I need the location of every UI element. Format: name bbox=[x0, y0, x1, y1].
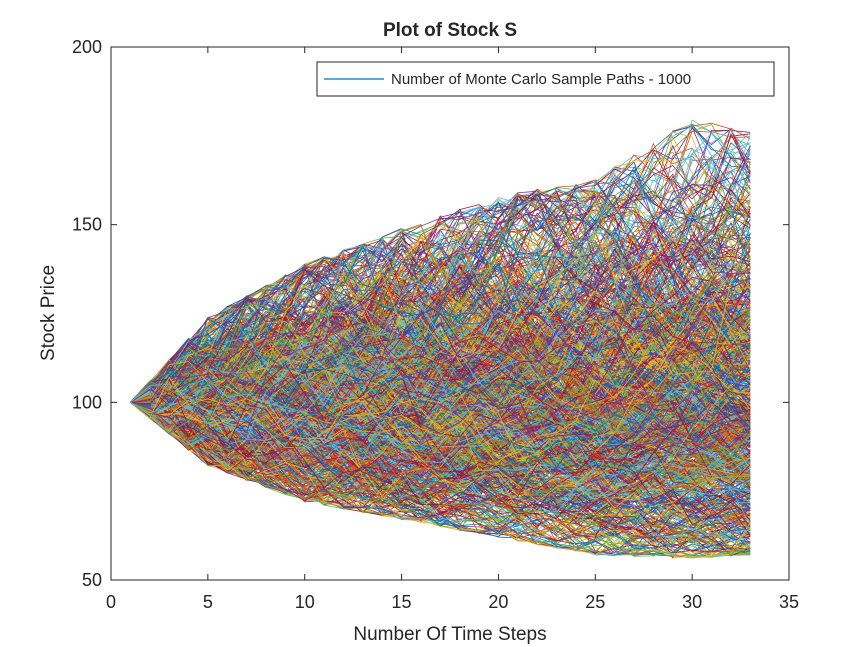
x-tick-label: 35 bbox=[779, 592, 799, 612]
x-tick-label: 20 bbox=[488, 592, 508, 612]
sample-path bbox=[130, 370, 751, 517]
y-tick-label: 150 bbox=[72, 215, 102, 235]
sample-path bbox=[130, 161, 751, 408]
sample-path bbox=[130, 388, 751, 461]
sample-path bbox=[130, 383, 751, 539]
sample-path bbox=[130, 161, 751, 403]
sample-path bbox=[130, 233, 751, 423]
sample-path bbox=[130, 225, 751, 433]
sample-path bbox=[130, 401, 751, 474]
sample-path bbox=[130, 339, 751, 476]
sample-path bbox=[130, 394, 751, 534]
sample-path bbox=[130, 346, 751, 552]
plot-area-frame bbox=[110, 46, 790, 581]
x-tick-label: 30 bbox=[682, 592, 702, 612]
x-tick-label: 15 bbox=[392, 592, 412, 612]
sample-path bbox=[130, 201, 751, 403]
sample-path bbox=[130, 343, 751, 466]
sample-path bbox=[130, 252, 751, 405]
sample-path bbox=[130, 181, 751, 405]
sample-path bbox=[130, 324, 751, 483]
axis-ticks: 0 5 10 15 20 25 30 35 50 100 150 200 bbox=[72, 37, 799, 612]
sample-path bbox=[130, 193, 751, 403]
sample-path bbox=[130, 337, 751, 459]
sample-path bbox=[130, 378, 751, 537]
sample-path bbox=[130, 385, 751, 500]
x-tick-label: 25 bbox=[585, 592, 605, 612]
sample-path bbox=[130, 253, 751, 438]
sample-path bbox=[130, 381, 751, 474]
sample-path bbox=[130, 366, 751, 463]
sample-path bbox=[130, 382, 751, 460]
sample-path bbox=[130, 339, 751, 525]
sample-path bbox=[130, 312, 751, 434]
sample-path bbox=[130, 384, 751, 501]
sample-path bbox=[130, 133, 751, 414]
sample-path bbox=[130, 287, 751, 415]
sample-path bbox=[130, 321, 751, 416]
sample-path bbox=[130, 385, 751, 500]
sample-path bbox=[130, 256, 751, 407]
sample-path bbox=[130, 342, 751, 488]
sample-path bbox=[130, 262, 751, 440]
x-tick-label: 10 bbox=[295, 592, 315, 612]
sample-path bbox=[130, 395, 751, 501]
sample-path bbox=[130, 133, 751, 447]
sample-path bbox=[130, 370, 751, 468]
sample-path bbox=[130, 290, 751, 425]
x-tick-label: 0 bbox=[106, 592, 116, 612]
sample-path bbox=[130, 401, 751, 530]
sample-path bbox=[130, 230, 751, 428]
x-axis-label: Number Of Time Steps bbox=[353, 624, 546, 645]
sample-path bbox=[130, 393, 751, 499]
sample-path bbox=[130, 355, 751, 425]
sample-path bbox=[130, 151, 751, 405]
sample-path bbox=[130, 132, 751, 403]
sample-path bbox=[130, 355, 751, 548]
sample-path bbox=[130, 242, 751, 521]
sample-path bbox=[130, 299, 751, 403]
sample-path bbox=[130, 177, 751, 403]
sample-path bbox=[130, 401, 751, 490]
sample-path bbox=[130, 198, 751, 403]
sample-path bbox=[130, 314, 751, 443]
sample-path bbox=[130, 364, 751, 458]
sample-path bbox=[130, 364, 751, 547]
sample-path bbox=[130, 401, 751, 542]
x-tick-label: 5 bbox=[203, 592, 213, 612]
sample-path bbox=[130, 182, 751, 425]
y-tick-label: 100 bbox=[72, 392, 102, 412]
sample-path bbox=[130, 324, 751, 533]
sample-path bbox=[130, 381, 751, 539]
sample-path bbox=[130, 239, 751, 460]
y-axis-label: Stock Price bbox=[38, 265, 59, 361]
sample-path bbox=[130, 366, 751, 522]
sample-path bbox=[130, 374, 751, 505]
sample-path bbox=[130, 401, 751, 554]
sample-path bbox=[130, 358, 751, 479]
sample-path bbox=[130, 220, 751, 403]
sample-path bbox=[130, 270, 751, 403]
sample-path bbox=[130, 195, 751, 415]
legend-entry-label: Number of Monte Carlo Sample Paths - 100… bbox=[391, 71, 691, 88]
sample-path bbox=[130, 307, 751, 497]
sample-path bbox=[130, 224, 751, 406]
y-tick-label: 50 bbox=[82, 570, 102, 590]
legend: Number of Monte Carlo Sample Paths - 100… bbox=[316, 61, 775, 97]
sample-paths bbox=[130, 119, 751, 559]
sample-path bbox=[130, 294, 751, 445]
sample-path bbox=[130, 337, 751, 559]
sample-path bbox=[130, 401, 751, 557]
y-tick-label: 200 bbox=[72, 37, 102, 57]
chart-title: Plot of Stock S bbox=[383, 20, 517, 41]
sample-path bbox=[130, 382, 751, 518]
sample-path bbox=[130, 241, 751, 403]
sample-path bbox=[130, 243, 751, 446]
legend-box bbox=[316, 61, 775, 97]
